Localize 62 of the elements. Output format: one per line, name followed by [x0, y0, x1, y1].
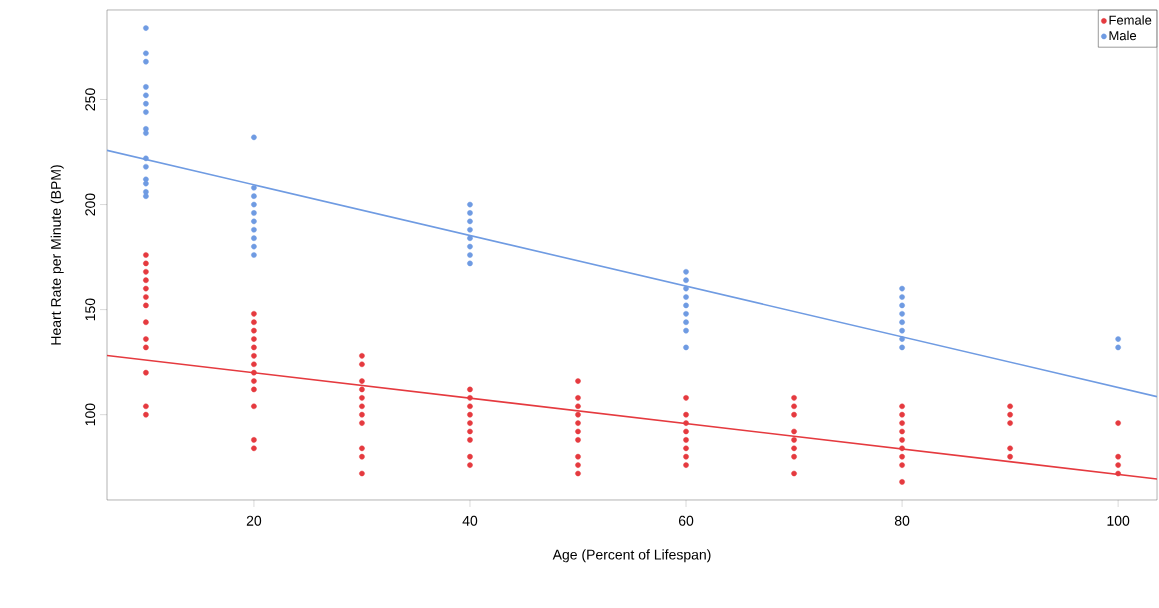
x-tick-label: 60 [678, 515, 694, 526]
point [899, 327, 905, 334]
y-tick-label: 250 [85, 88, 96, 111]
y-tick-label: 200 [85, 193, 96, 216]
x-tick-label: 20 [246, 515, 262, 526]
point [143, 50, 149, 57]
point [1115, 344, 1121, 351]
x-tick-label: 40 [462, 515, 478, 526]
point [251, 226, 257, 233]
point [143, 92, 149, 99]
point [467, 260, 473, 267]
point [251, 201, 257, 208]
point [467, 235, 473, 241]
point [143, 109, 149, 115]
point [899, 311, 905, 317]
point [467, 210, 473, 216]
legend-label: Female [1109, 15, 1152, 25]
point [251, 210, 257, 216]
point [683, 268, 689, 275]
point [143, 84, 149, 90]
point [143, 58, 149, 65]
point [683, 277, 689, 283]
point [899, 319, 905, 326]
point [467, 252, 473, 258]
y-tick-label: 150 [85, 298, 96, 321]
point [467, 226, 473, 233]
point [683, 311, 689, 317]
point [683, 302, 689, 309]
point [143, 25, 149, 31]
point [251, 218, 257, 225]
point [143, 155, 149, 162]
point [683, 294, 689, 300]
point [143, 100, 149, 107]
point [251, 235, 257, 241]
point [683, 285, 689, 292]
point [143, 180, 149, 187]
x-tick-label: 80 [894, 515, 910, 526]
y-tick-label: 100 [85, 403, 96, 426]
point [899, 336, 905, 342]
point [251, 184, 257, 191]
point [683, 327, 689, 334]
point [683, 319, 689, 326]
point [251, 243, 257, 250]
point [899, 285, 905, 292]
point [899, 302, 905, 309]
legend-label: Male [1109, 30, 1137, 41]
point [251, 252, 257, 258]
point [899, 344, 905, 351]
point [143, 163, 149, 170]
point [683, 344, 689, 351]
point [143, 130, 149, 136]
point [899, 294, 905, 300]
x-tick-label: 100 [1107, 515, 1130, 526]
point [251, 134, 257, 141]
point [467, 243, 473, 250]
point [1115, 336, 1121, 342]
point [143, 193, 149, 199]
y-axis-title: Heart Rate per Minute (BPM) [50, 165, 64, 345]
point [467, 201, 473, 208]
x-axis-title: Age (Percent of Lifespan) [552, 549, 711, 563]
point [251, 193, 257, 199]
point [467, 218, 473, 225]
